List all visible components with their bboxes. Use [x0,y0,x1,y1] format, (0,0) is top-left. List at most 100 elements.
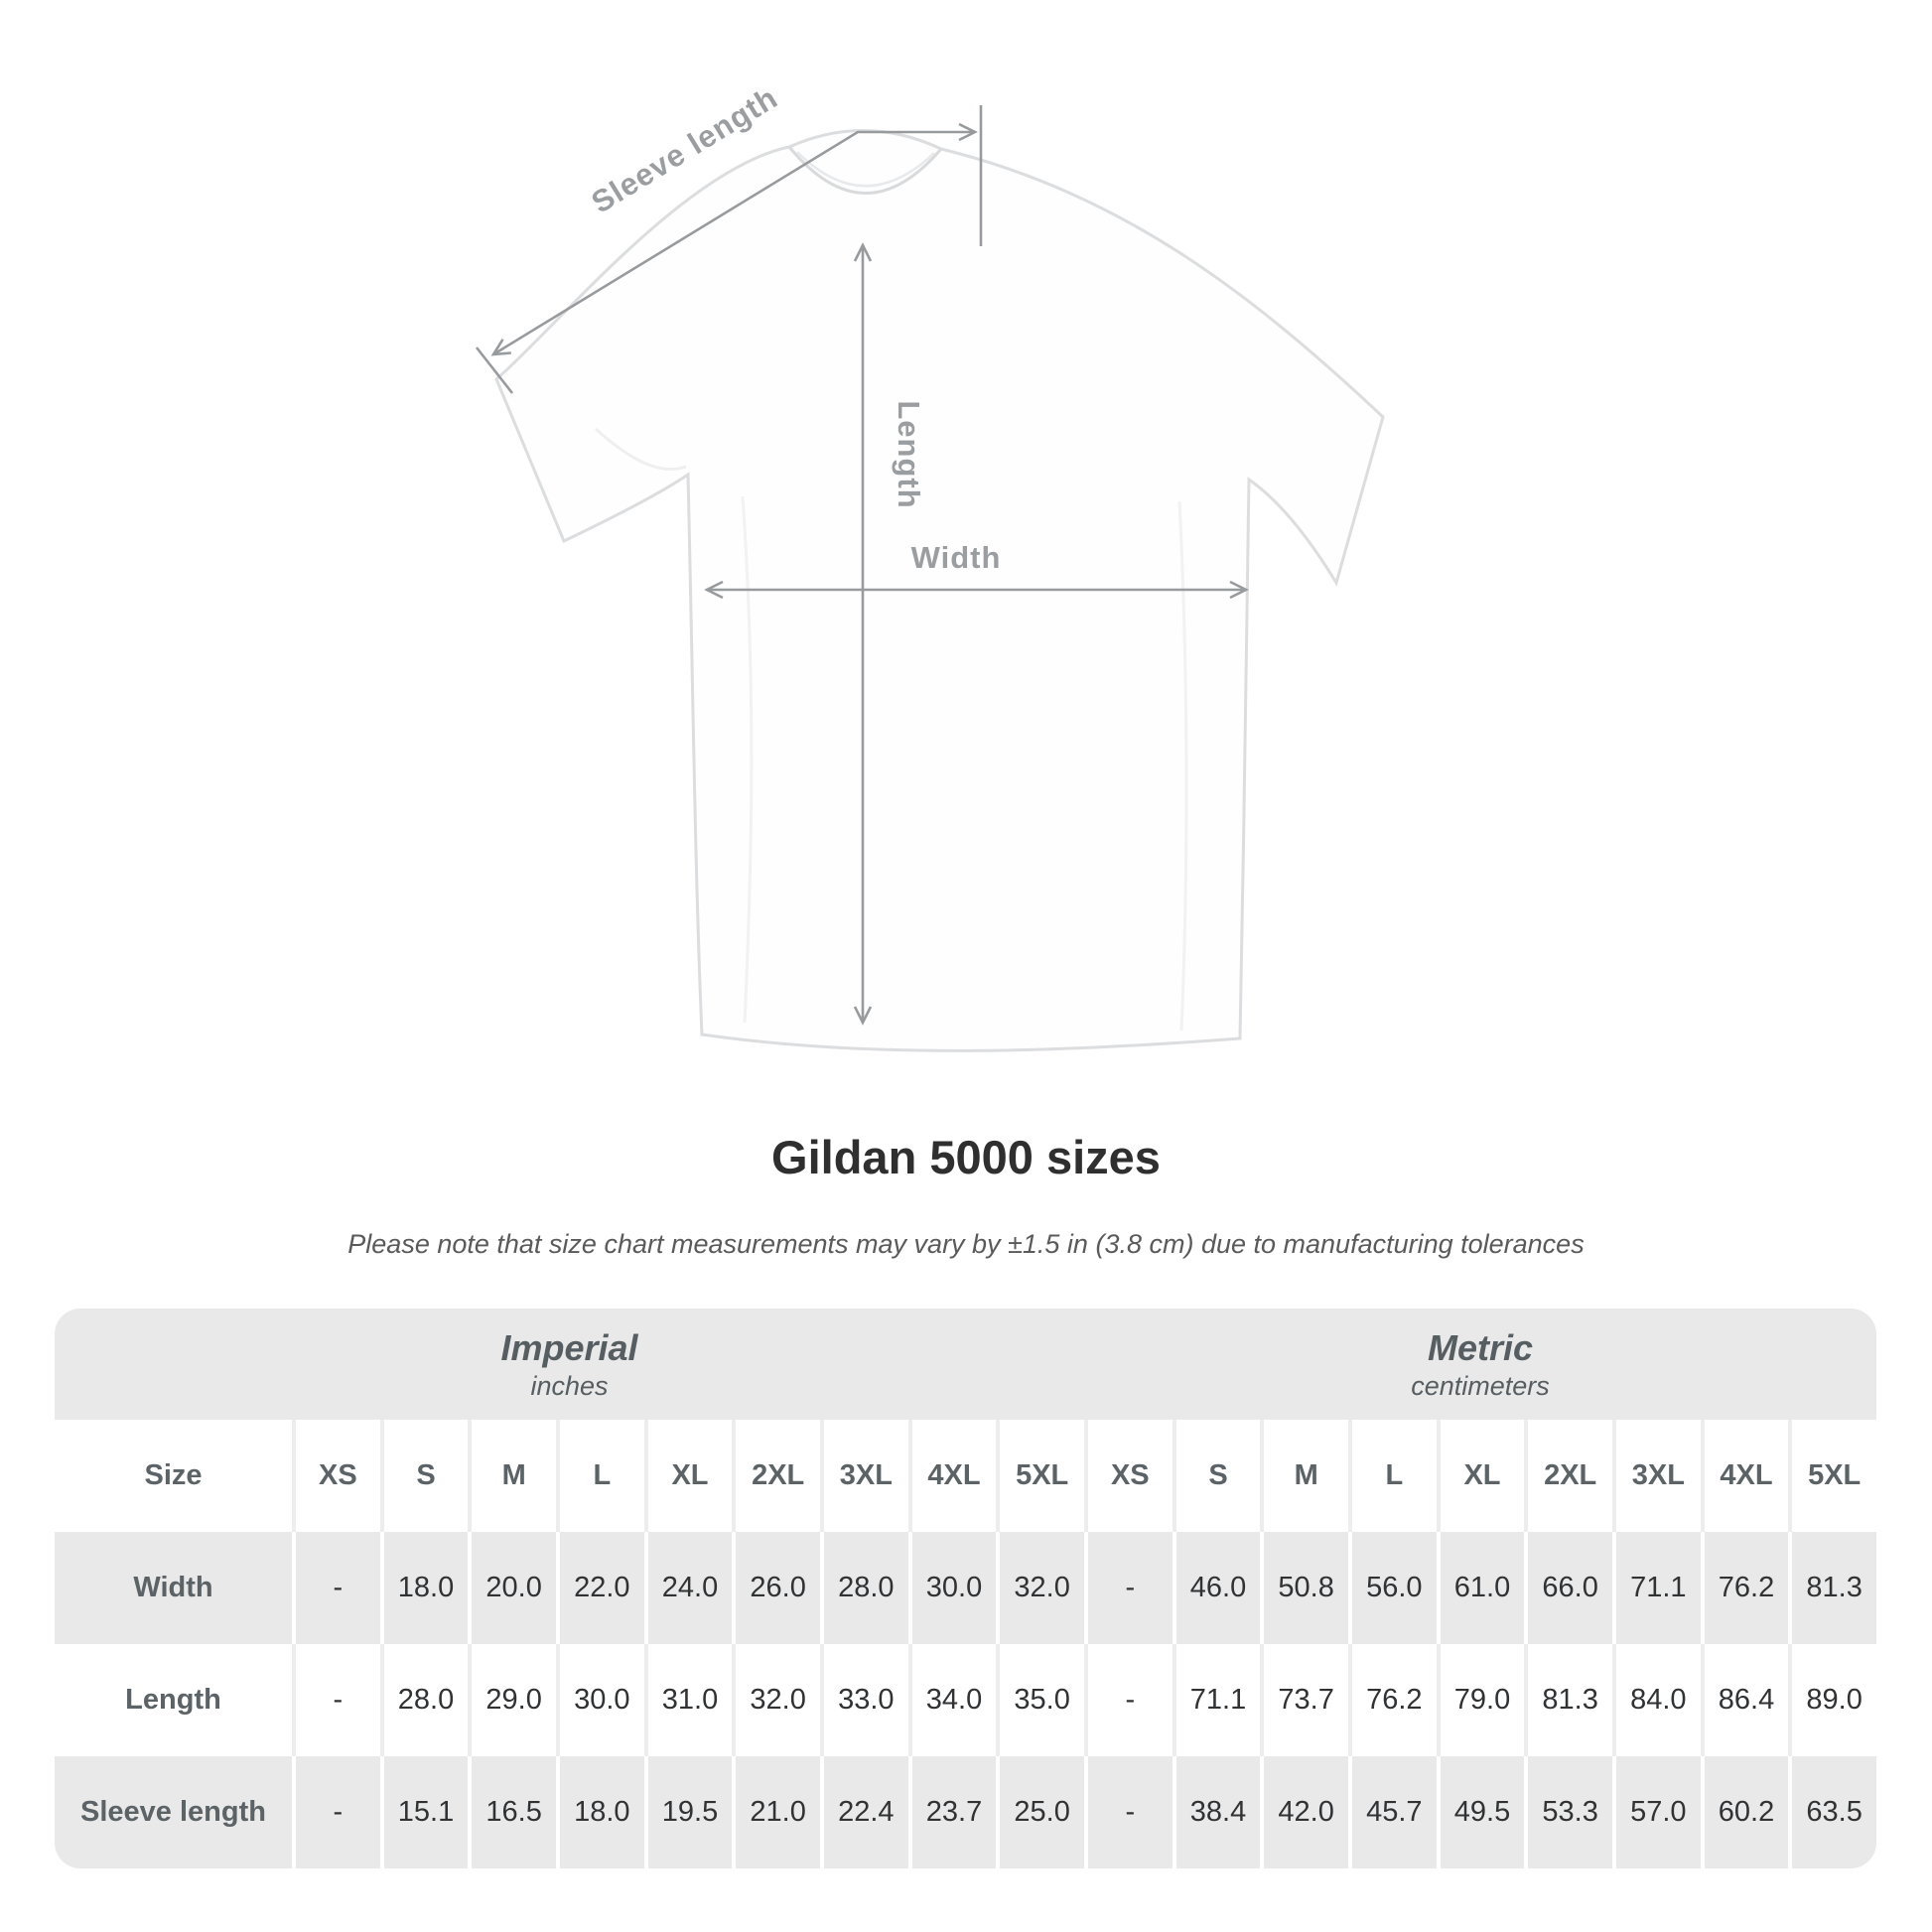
size-header-cell: S [1172,1420,1261,1532]
metric-header: Metric centimeters [1084,1309,1876,1420]
table-cell: 15.1 [379,1756,469,1868]
table-cell: 28.0 [819,1532,908,1644]
table-cell: 18.0 [379,1532,469,1644]
row-label: Width [133,1572,213,1603]
table-cell: 20.0 [468,1532,556,1644]
table-cell: - [292,1532,380,1644]
table-cell: 25.0 [996,1756,1084,1868]
size-header-cell: XL [1436,1420,1525,1532]
unit-header-band: Imperial inches Metric centimeters [55,1309,1876,1420]
table-cell: 81.3 [1788,1532,1876,1644]
size-header-cell: 4XL [907,1420,997,1532]
size-header-cell: 4XL [1700,1420,1789,1532]
size-header-cell: XS [292,1420,380,1532]
table-cell: 35.0 [996,1644,1084,1756]
size-header-cell: M [1260,1420,1348,1532]
size-header-cell: 2XL [732,1420,820,1532]
metric-unit: centimeters [1411,1370,1550,1401]
table-cell: 28.0 [379,1644,469,1756]
table-rows: Size XS S M L XL 2XL 3XL 4XL 5XL XS S M L XL 2XL 3XL 4XL 5… [55,1420,1876,1868]
size-header-cell: M [468,1420,556,1532]
table-cell: 46.0 [1172,1532,1261,1644]
table-cell: 19.5 [643,1756,733,1868]
table-cell: 38.4 [1172,1756,1261,1868]
size-header-cell: XS [1083,1420,1173,1532]
table-cell: 45.7 [1347,1756,1437,1868]
table-cell: 49.5 [1436,1756,1525,1868]
table-cell: - [292,1756,380,1868]
crease-line [594,427,687,472]
table-cell: 81.3 [1524,1644,1612,1756]
table-cell: 42.0 [1260,1756,1348,1868]
width-label: Width [911,540,1002,575]
table-cell: 66.0 [1524,1532,1612,1644]
size-column-header: Size [144,1459,203,1491]
size-header-cell: L [1347,1420,1437,1532]
crease-line [741,495,754,1024]
size-header-cell: L [555,1420,644,1532]
table-cell: 61.0 [1436,1532,1525,1644]
length-label: Length [892,400,926,508]
sleeve-length-arrow [490,122,978,356]
size-header-cell: 5XL [996,1420,1084,1532]
table-cell: 89.0 [1788,1644,1876,1756]
table-cell: 24.0 [643,1532,733,1644]
table-cell: 50.8 [1260,1532,1348,1644]
table-cell: 31.0 [643,1644,733,1756]
table-cell: 33.0 [819,1644,908,1756]
row-label: Length [125,1684,221,1716]
size-header-cell: 3XL [819,1420,908,1532]
table-cell: 84.0 [1611,1644,1701,1756]
tshirt-illustration: Sleeve length Length Width [475,80,1385,1052]
imperial-unit: inches [530,1370,609,1401]
table-cell: 30.0 [555,1644,644,1756]
table-cell: 71.1 [1172,1644,1261,1756]
table-cell: 56.0 [1347,1532,1437,1644]
table-cell: 86.4 [1700,1644,1789,1756]
table-cell: 63.5 [1788,1756,1876,1868]
metric-title: Metric [1427,1326,1534,1368]
page-title: Gildan 5000 sizes [771,1131,1161,1183]
sleeve-extension-line [475,346,514,394]
table-cell: - [292,1644,380,1756]
table-cell: 18.0 [555,1756,644,1868]
table-cell: 32.0 [732,1644,820,1756]
table-cell: 71.1 [1611,1532,1701,1644]
table-cell: 60.2 [1700,1756,1789,1868]
table-cell: 30.0 [907,1532,997,1644]
table-row: Width -18.0 20.0 22.0 24.0 26.0 28.0 30.0 32.0-4… [55,1532,1876,1644]
row-label: Sleeve length [80,1796,266,1828]
table-cell: 57.0 [1611,1756,1701,1868]
table-cell: 76.2 [1700,1532,1789,1644]
size-header-cell: S [379,1420,469,1532]
table-cell: 23.7 [907,1756,997,1868]
imperial-header: Imperial inches [55,1309,1084,1420]
table-cell: 22.0 [555,1532,644,1644]
table-row: Sleeve length -15.1 16.5 18.0 19.5 21.0 22.4 23… [55,1756,1876,1868]
table-row: Length -28.0 29.0 30.0 31.0 32.0 33.0 34.0 35.0-… [55,1644,1876,1756]
table-cell: 76.2 [1347,1644,1437,1756]
size-header-cell: XL [643,1420,733,1532]
table-cell: 32.0 [996,1532,1084,1644]
table-cell: 22.4 [819,1756,908,1868]
table-cell: 29.0 [468,1644,556,1756]
dimension-lines [475,105,1249,1026]
size-header-cell: 2XL [1524,1420,1612,1532]
tolerance-note: Please note that size chart measurements… [347,1229,1585,1259]
size-header-cell: 3XL [1611,1420,1701,1532]
size-chart-table: Imperial inches Metric centimeters Size X… [55,1309,1876,1868]
table-cell: 73.7 [1260,1644,1348,1756]
table-cell: - [1083,1756,1173,1868]
table-cell: - [1083,1644,1173,1756]
size-header-row: Size XS S M L XL 2XL 3XL 4XL 5XL XS S M L XL 2XL 3XL 4XL 5… [55,1420,1876,1532]
table-cell: 34.0 [907,1644,997,1756]
size-header-cell: 5XL [1788,1420,1876,1532]
table-cell: 53.3 [1524,1756,1612,1868]
table-cell: 26.0 [732,1532,820,1644]
imperial-title: Imperial [500,1326,638,1368]
table-cell: 21.0 [732,1756,820,1868]
table-cell: - [1083,1532,1173,1644]
table-cell: 79.0 [1436,1644,1525,1756]
table-cell: 16.5 [468,1756,556,1868]
